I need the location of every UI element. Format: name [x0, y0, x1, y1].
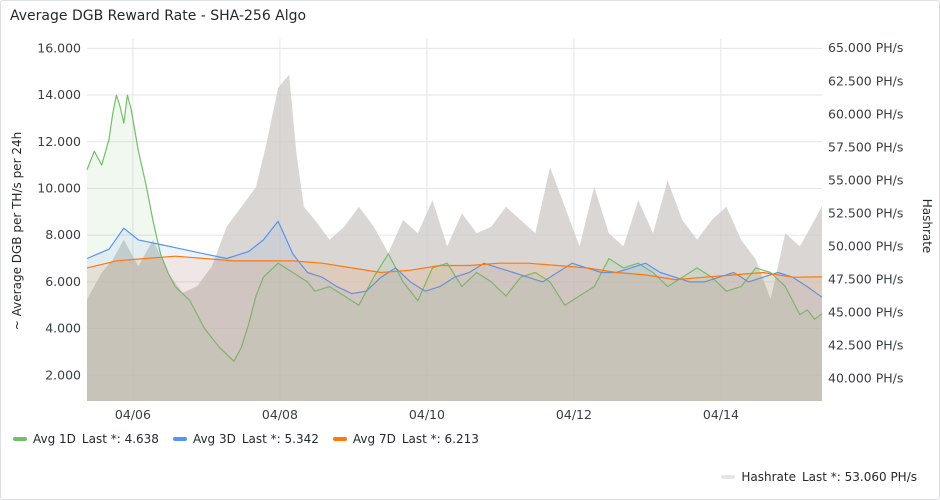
legend-label-avg-3d: Avg 3D [192, 432, 236, 446]
y-left-tick-label: 4.000 [45, 321, 81, 336]
y-right-tick-label: 47.500 PH/s [828, 271, 903, 286]
y-left-axis-label: ~ Average DGB per TH/s per 24h [10, 132, 24, 330]
y-left-tick-label: 16.000 [37, 40, 81, 55]
legend-swatch-hashrate [721, 475, 736, 479]
x-tick-label: 04/10 [409, 407, 445, 422]
x-tick-label: 04/08 [262, 407, 298, 422]
x-axis-ticks: 04/06 04/08 04/10 04/12 04/14 [115, 407, 739, 422]
y-right-tick-label: 40.000 PH/s [828, 371, 903, 386]
y-right-tick-label: 50.000 PH/s [828, 238, 903, 253]
legend-item-avg-7d[interactable]: Avg 7D Last *: 6.213 [332, 432, 479, 446]
y-right-tick-label: 45.000 PH/s [828, 304, 903, 319]
series-line-avg-1d [86, 94, 823, 362]
y-left-tick-label: 8.000 [45, 227, 81, 242]
y-left-tick-label: 10.000 [37, 180, 81, 195]
y-left-tick-label: 6.000 [45, 274, 81, 289]
legend-item-avg-3d[interactable]: Avg 3D Last *: 5.342 [172, 432, 319, 446]
x-tick-label: 04/12 [556, 407, 592, 422]
y-left-tick-label: 14.000 [37, 87, 81, 102]
series-fill-avg-1d [87, 95, 822, 401]
legend-label-avg-7d: Avg 7D [352, 432, 396, 446]
series-lines [86, 94, 823, 401]
series-line-avg-7d [86, 255, 823, 281]
legend-swatch-avg-7d [332, 437, 347, 441]
legend-last-hashrate: Last *: 53.060 PH/s [801, 470, 917, 484]
y-right-tick-label: 62.500 PH/s [828, 73, 903, 88]
right-axis-ticks: 40.000 PH/s 42.500 PH/s 45.000 PH/s 47.500 … [828, 40, 903, 385]
legend-item-avg-1d[interactable]: Avg 1D Last *: 4.638 [13, 432, 159, 446]
legend-label-hashrate: Hashrate [741, 470, 796, 484]
y-right-tick-label: 65.000 PH/s [828, 40, 903, 55]
legend-item-hashrate[interactable]: Hashrate Last *: 53.060 PH/s [721, 470, 917, 484]
y-right-tick-label: 55.000 PH/s [828, 172, 903, 187]
x-tick-label: 04/06 [115, 407, 151, 422]
legend-swatch-avg-3d [172, 437, 187, 441]
x-tick-label: 04/14 [703, 407, 739, 422]
legend-last-avg-3d: Last *: 5.342 [241, 432, 319, 446]
series-fill-avg-7d [87, 256, 822, 401]
legend-swatch-avg-1d [13, 437, 27, 441]
y-left-tick-label: 12.000 [37, 134, 81, 149]
hashrate-area [87, 74, 822, 401]
y-right-axis-label: Hashrate [920, 199, 934, 254]
y-right-tick-label: 42.500 PH/s [828, 338, 903, 353]
legend-label-avg-1d: Avg 1D [33, 432, 76, 446]
series-line-avg-3d [86, 220, 823, 298]
panel-title: Average DGB Reward Rate - SHA-256 Algo [10, 8, 307, 24]
y-right-tick-label: 60.000 PH/s [828, 106, 903, 121]
left-axis-ticks: 2.000 4.000 6.000 8.000 10.000 12.000 14.000 16… [37, 40, 81, 382]
y-right-tick-label: 52.500 PH/s [828, 205, 903, 220]
y-right-tick-label: 57.500 PH/s [828, 139, 903, 154]
y-left-tick-label: 2.000 [45, 367, 81, 382]
legend: Avg 1D Last *: 4.638 Avg 3D Last *: 5.34… [13, 432, 479, 446]
legend-last-avg-1d: Last *: 4.638 [81, 432, 159, 446]
series-area-hashrate [87, 74, 822, 401]
legend-last-avg-7d: Last *: 6.213 [401, 432, 479, 446]
